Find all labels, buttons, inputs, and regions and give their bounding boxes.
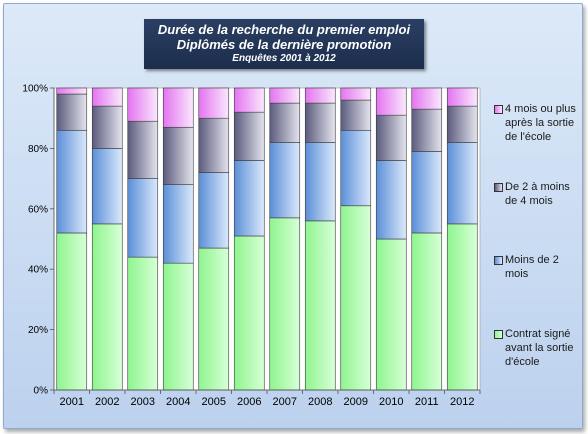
legend-swatch-contrat-signe bbox=[494, 330, 503, 339]
legend-swatch-moins-2-mois bbox=[494, 256, 503, 265]
x-tick-label: 2009 bbox=[344, 396, 368, 408]
x-tick-label: 2007 bbox=[273, 396, 297, 408]
x-tick-label: 2005 bbox=[202, 396, 226, 408]
bar-segment bbox=[269, 142, 301, 219]
y-tick-label: 0% bbox=[34, 386, 49, 397]
bar-segment bbox=[233, 111, 265, 161]
y-tick-label: 20% bbox=[28, 325, 48, 336]
bar-segment bbox=[198, 87, 230, 119]
chart-title: Durée de la recherche du premier emploi bbox=[157, 22, 411, 37]
bar-segment bbox=[56, 87, 88, 95]
bar-segment bbox=[162, 184, 194, 264]
bar-segment bbox=[304, 220, 336, 391]
x-tick-label: 2006 bbox=[237, 396, 261, 408]
y-tick-label: 100% bbox=[22, 84, 48, 95]
legend-label-contrat-signe: Contrat signé avant la sortie d'école bbox=[505, 328, 574, 368]
bar-segment bbox=[56, 129, 88, 234]
bar-segment bbox=[446, 142, 478, 225]
bar-segment bbox=[446, 87, 478, 107]
x-tick-label: 2004 bbox=[166, 396, 190, 408]
bar-segment bbox=[304, 102, 336, 143]
x-tick-label: 2010 bbox=[379, 396, 403, 408]
x-tick-label: 2012 bbox=[450, 396, 474, 408]
bar-segment bbox=[411, 151, 443, 234]
bar-segment bbox=[56, 232, 88, 391]
bar-segment bbox=[411, 232, 443, 391]
bar-segment bbox=[233, 87, 265, 113]
bar-segment bbox=[198, 247, 230, 391]
legend-item-contrat-signe: Contrat signé avant la sortie d'école bbox=[494, 327, 576, 369]
bar-segment bbox=[304, 87, 336, 104]
bar-segment bbox=[269, 102, 301, 143]
x-axis: 2001 2002 2003 2004 2005 2006 2007 2008 2009 2010… bbox=[53, 389, 481, 408]
chart-subtitle: Diplômés de la dernière promotion bbox=[176, 37, 392, 52]
legend-label-2-4-mois: De 2 à moins de 4 mois bbox=[505, 181, 570, 207]
chart-frame: Durée de la recherche du premier emploi … bbox=[3, 3, 583, 429]
bar-segment bbox=[56, 93, 88, 131]
plot-area bbox=[53, 87, 481, 391]
legend-item-moins-2-mois: Moins de 2 mois bbox=[494, 253, 576, 281]
x-tick-label: 2008 bbox=[308, 396, 332, 408]
x-tick-label: 2001 bbox=[60, 396, 84, 408]
bar-segment bbox=[375, 238, 407, 391]
x-tick-label: 2011 bbox=[415, 396, 439, 408]
bar-segment bbox=[198, 172, 230, 249]
legend-item-4-mois-plus: 4 mois ou plus après la sortie de l'écol… bbox=[494, 102, 576, 144]
bar-segment bbox=[375, 87, 407, 116]
bar-segment bbox=[304, 142, 336, 222]
x-tick-label: 2002 bbox=[95, 396, 119, 408]
bar-segment bbox=[340, 129, 372, 207]
bar-segment bbox=[91, 105, 123, 149]
bar-segment bbox=[446, 105, 478, 143]
bar-segment bbox=[91, 87, 123, 107]
legend-label-4-mois-plus: 4 mois ou plus après la sortie de l'écol… bbox=[505, 103, 576, 143]
legend-label-moins-2-mois: Moins de 2 mois bbox=[505, 254, 559, 280]
bar-segment bbox=[375, 160, 407, 240]
bar-segment bbox=[198, 117, 230, 173]
bar-segment bbox=[233, 235, 265, 391]
bar-segment bbox=[127, 256, 159, 391]
bar-segment bbox=[162, 262, 194, 391]
bar-segment bbox=[127, 87, 159, 122]
bar-segment bbox=[91, 223, 123, 391]
bar-segment bbox=[127, 178, 159, 258]
legend-item-2-4-mois: De 2 à moins de 4 mois bbox=[494, 180, 576, 208]
bar-segment bbox=[375, 114, 407, 161]
bar-segment bbox=[340, 87, 372, 101]
bar-segment bbox=[446, 223, 478, 391]
bar-segment bbox=[411, 87, 443, 110]
bar-segment bbox=[340, 205, 372, 391]
stacked-bar-chart: 0%20%40%60%80%100% 2001 2002 2003 2004 2005 2… bbox=[22, 84, 481, 408]
y-axis: 0% 20% 40% 60% 80% 100% bbox=[22, 84, 55, 397]
bar-segment bbox=[340, 99, 372, 131]
bar-segment bbox=[91, 148, 123, 225]
bar-segment bbox=[162, 126, 194, 185]
bars bbox=[56, 87, 478, 391]
bar-segment bbox=[127, 120, 159, 179]
y-tick-label: 80% bbox=[28, 144, 48, 155]
y-tick-label: 60% bbox=[28, 204, 48, 215]
bar-segment bbox=[269, 217, 301, 391]
bar-segment bbox=[269, 87, 301, 104]
bar-segment bbox=[233, 160, 265, 237]
x-tick-label: 2003 bbox=[131, 396, 155, 408]
chart-title-box: Durée de la recherche du premier emploi … bbox=[144, 19, 424, 69]
chart-caption: Enquêtes 2001 à 2012 bbox=[232, 53, 336, 64]
legend-swatch-4-mois-plus bbox=[494, 105, 503, 114]
legend-swatch-2-4-mois bbox=[494, 183, 503, 192]
bar-segment bbox=[411, 108, 443, 152]
bar-segment bbox=[162, 87, 194, 128]
y-tick-label: 40% bbox=[28, 265, 48, 276]
